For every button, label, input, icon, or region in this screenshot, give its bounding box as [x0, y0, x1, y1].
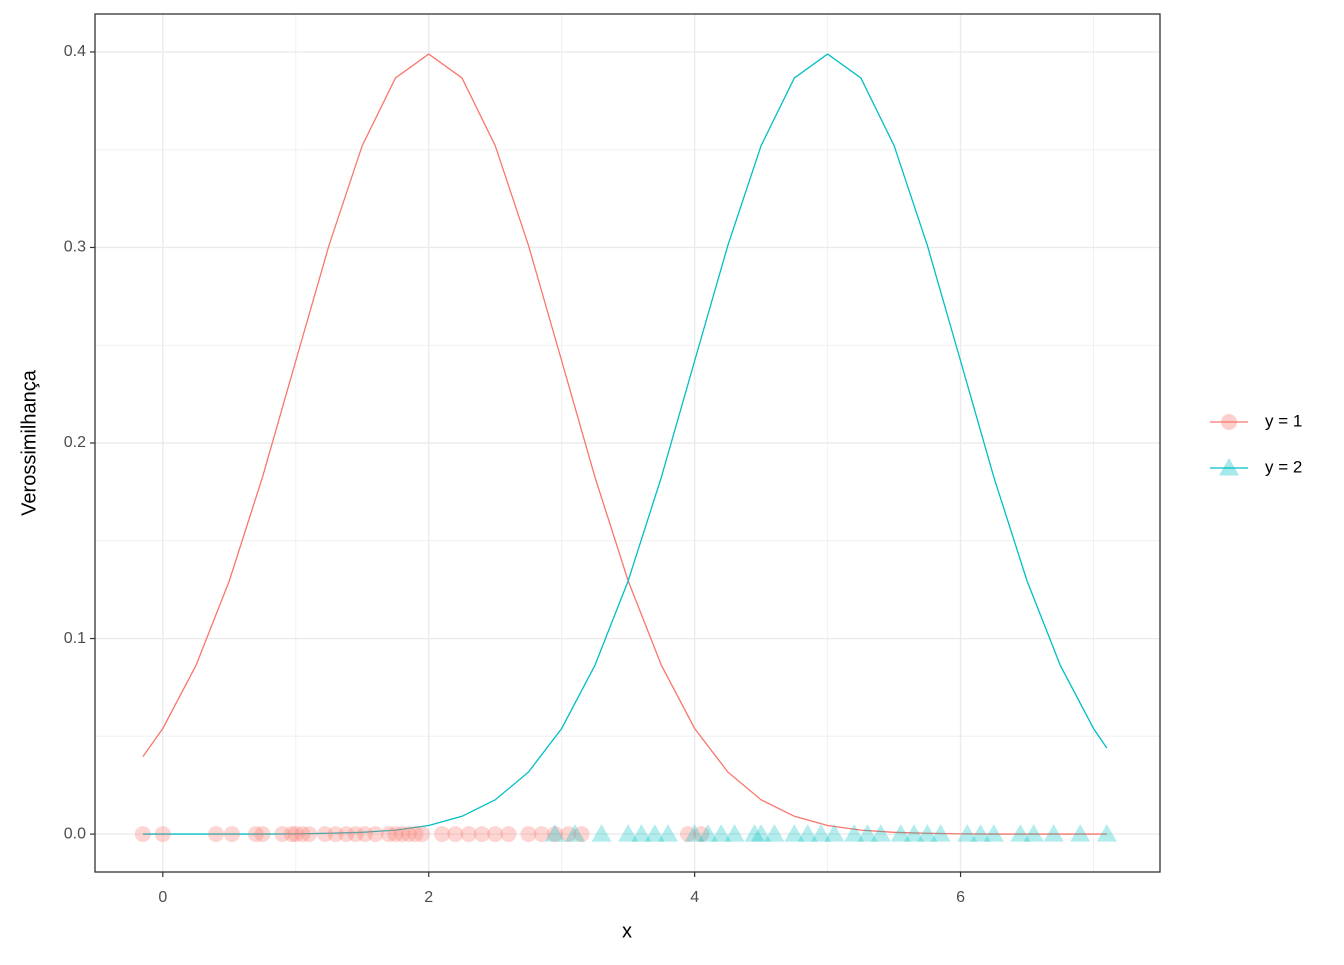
point: [338, 826, 355, 843]
y-tick-label: 0.2: [64, 434, 86, 451]
point: [724, 824, 745, 842]
point: [327, 826, 344, 843]
legend-marker: [1219, 458, 1239, 476]
point: [460, 826, 477, 843]
point: [545, 824, 566, 842]
x-tick-label: 4: [690, 889, 699, 906]
point: [547, 826, 564, 843]
point: [797, 824, 818, 842]
point: [287, 826, 304, 843]
point: [679, 826, 696, 843]
point: [1010, 824, 1031, 842]
x-tick-label: 6: [956, 889, 965, 906]
y-tick-label: 0.1: [64, 630, 86, 647]
point: [857, 824, 878, 842]
point: [1096, 824, 1117, 842]
y-tick-label: 0.4: [64, 43, 86, 60]
point: [573, 826, 590, 843]
point: [1070, 824, 1091, 842]
point: [824, 824, 845, 842]
point: [744, 824, 765, 842]
point: [930, 824, 951, 842]
point: [751, 824, 772, 842]
legend-label: y = 2: [1265, 457, 1302, 476]
point: [134, 826, 151, 843]
x-tick-label: 0: [158, 889, 167, 906]
point: [631, 824, 652, 842]
point: [684, 824, 705, 842]
point: [473, 826, 490, 843]
x-axis-title: x: [622, 920, 632, 942]
point: [618, 824, 639, 842]
point: [207, 826, 224, 843]
curve: [142, 53, 1108, 835]
point: [644, 824, 665, 842]
y-axis-title: Verossimilhança: [18, 369, 40, 516]
point: [356, 826, 373, 843]
point: [658, 824, 679, 842]
point: [591, 824, 612, 842]
point: [294, 826, 311, 843]
point: [367, 826, 384, 843]
point: [917, 824, 938, 842]
point: [414, 826, 431, 843]
point: [764, 824, 785, 842]
point: [1023, 824, 1044, 842]
point: [890, 824, 911, 842]
x-tick-label: 2: [424, 889, 433, 906]
point: [1043, 824, 1064, 842]
legend-marker: [1221, 414, 1237, 430]
point: [487, 826, 504, 843]
y-tick-label: 0.0: [64, 825, 86, 842]
point: [407, 826, 424, 843]
point: [283, 826, 300, 843]
point: [693, 826, 710, 843]
point: [317, 826, 334, 843]
point: [254, 826, 271, 843]
point: [500, 826, 517, 843]
point: [697, 824, 718, 842]
point: [247, 826, 264, 843]
point: [564, 824, 585, 842]
point: [434, 826, 451, 843]
point: [560, 826, 577, 843]
point: [904, 824, 925, 842]
point: [380, 826, 397, 843]
point: [400, 826, 417, 843]
point: [301, 826, 318, 843]
point: [347, 826, 364, 843]
point: [447, 826, 464, 843]
point: [274, 826, 291, 843]
curve: [142, 53, 1107, 835]
point: [711, 824, 732, 842]
point: [957, 824, 978, 842]
point: [520, 826, 537, 843]
point: [394, 826, 411, 843]
point: [154, 826, 171, 843]
point: [533, 826, 550, 843]
legend-label: y = 1: [1265, 411, 1302, 430]
point: [870, 824, 891, 842]
point: [970, 824, 991, 842]
point: [810, 824, 831, 842]
panel-border: [94, 13, 1161, 873]
point: [784, 824, 805, 842]
point: [844, 824, 865, 842]
y-tick-label: 0.3: [64, 239, 86, 256]
point: [983, 824, 1004, 842]
point: [387, 826, 404, 843]
point: [223, 826, 240, 843]
